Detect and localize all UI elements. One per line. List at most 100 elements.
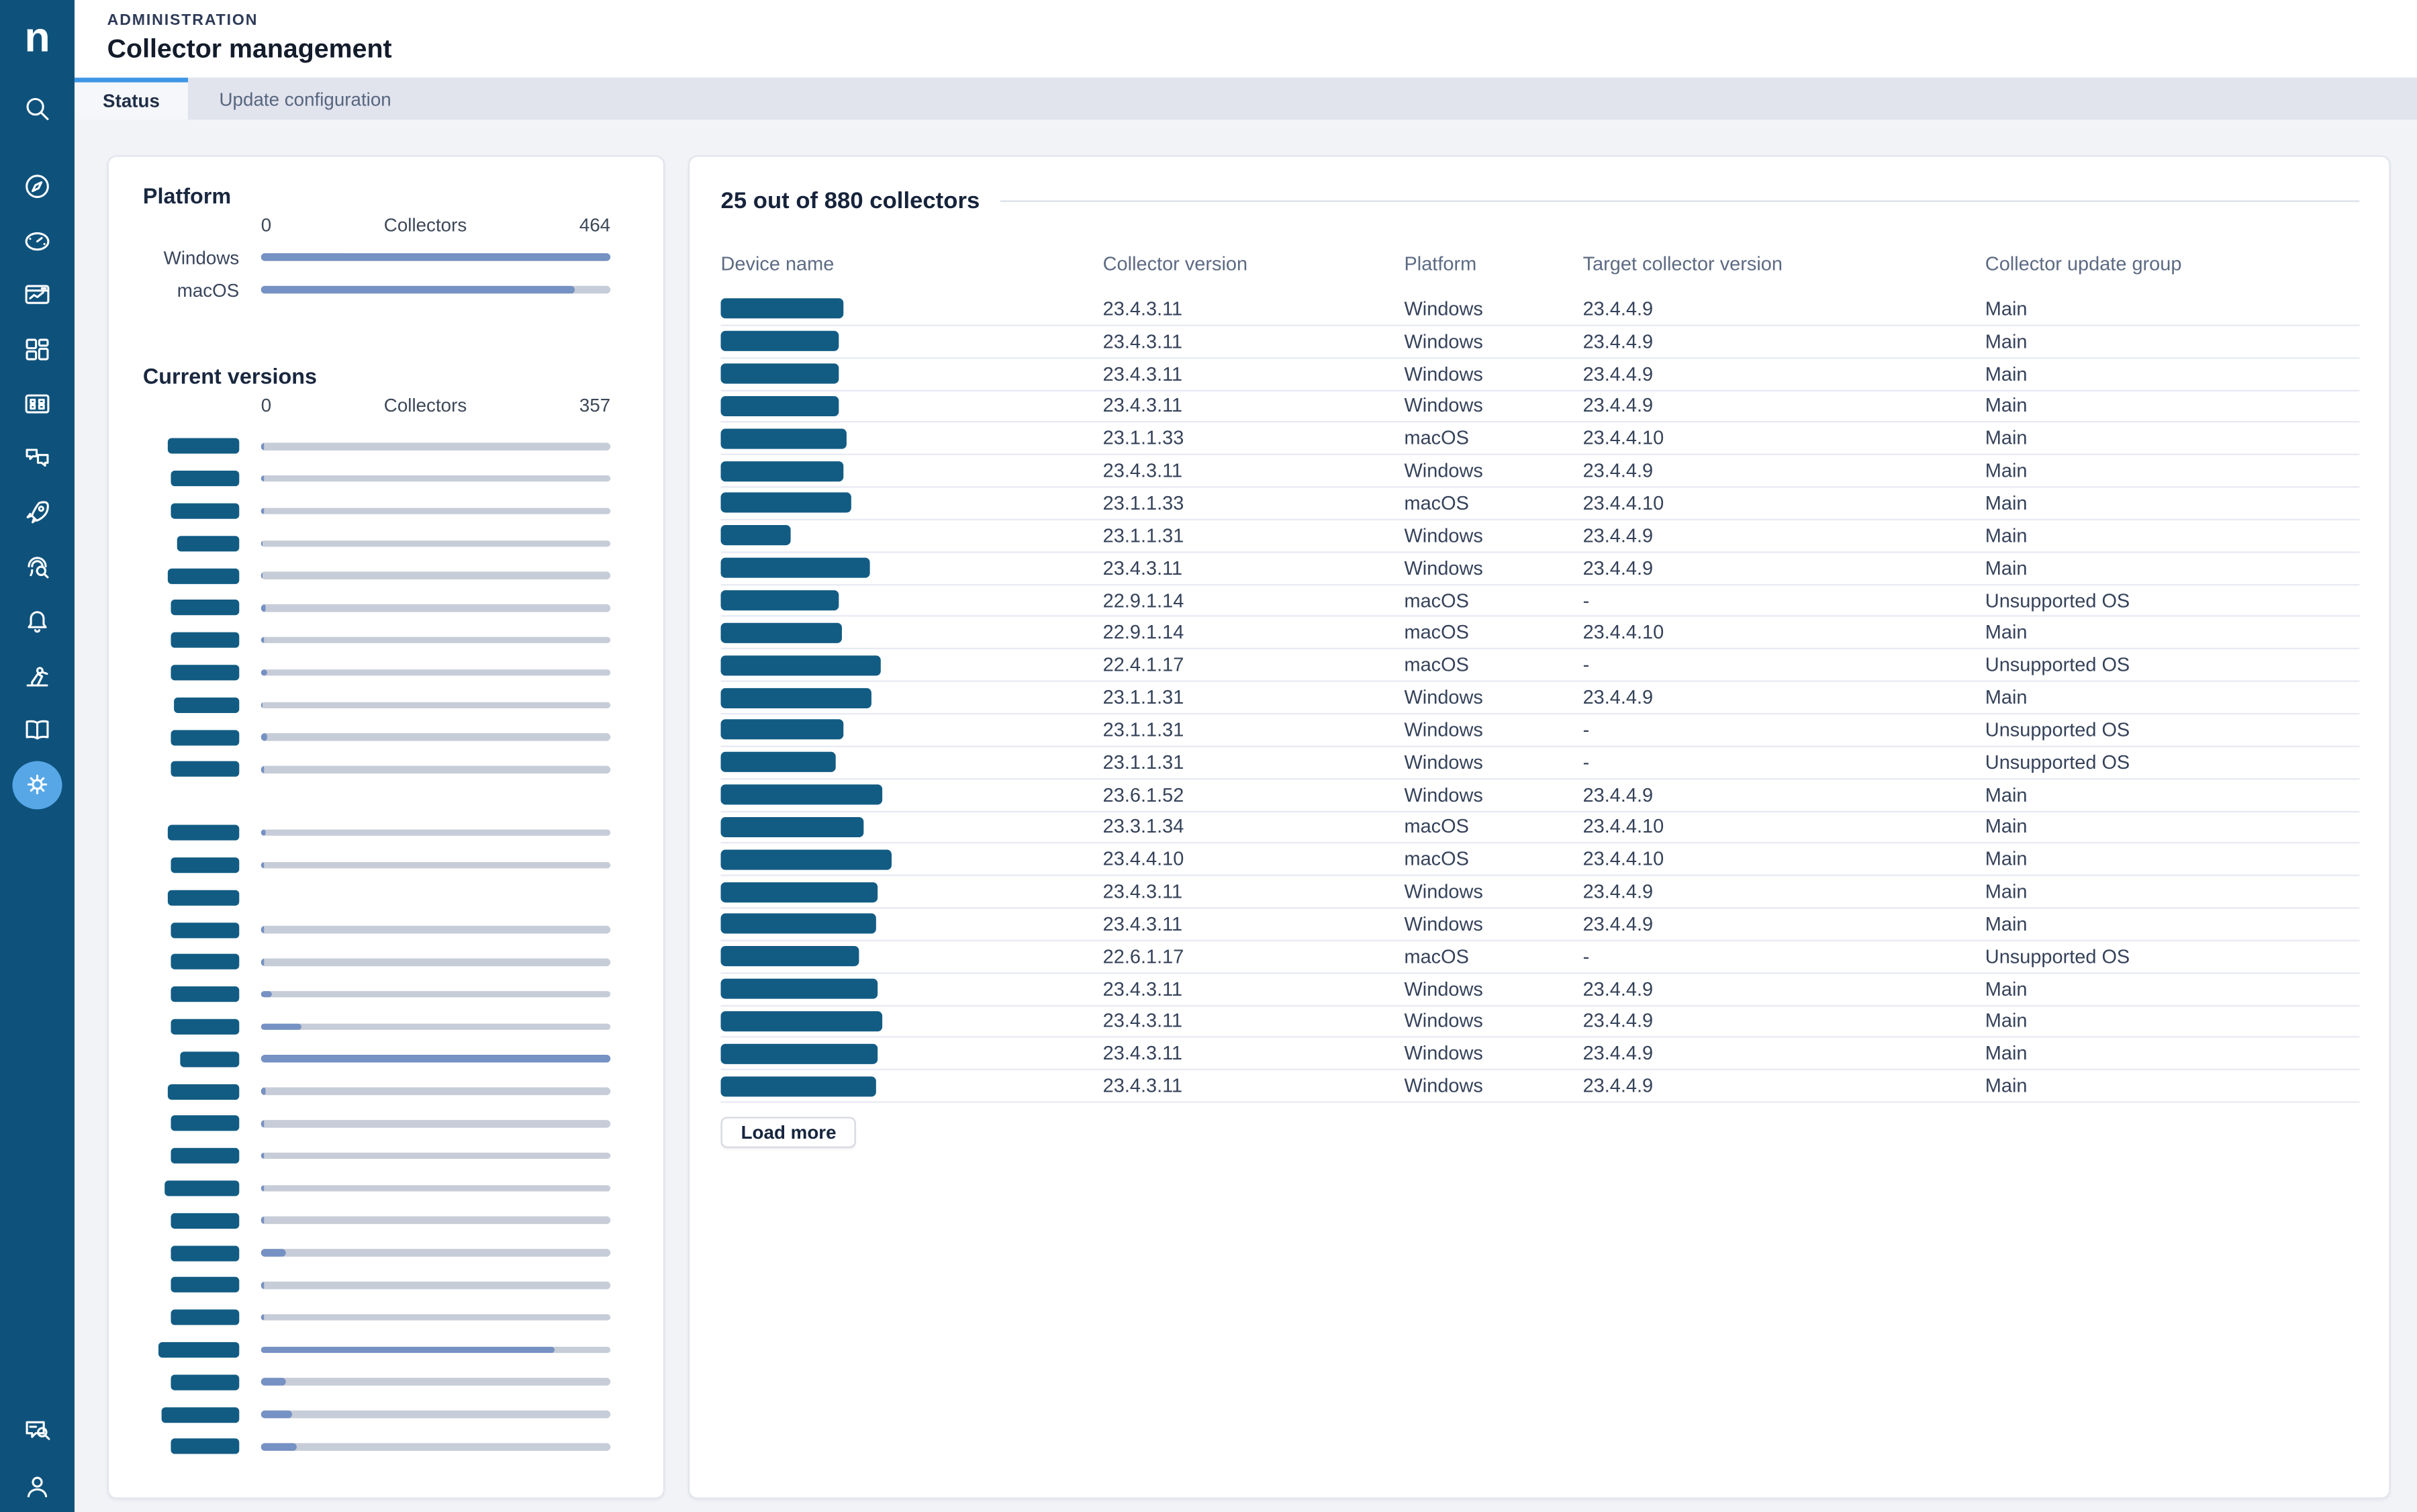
version-label-redacted <box>171 1213 239 1228</box>
summary-panel: Platform 0 Collectors 464 Windows macOS … <box>107 155 665 1499</box>
sidebar-item-account[interactable] <box>13 1470 62 1501</box>
version-bar <box>261 1378 611 1385</box>
cell-collector-version: 23.4.3.11 <box>1103 913 1405 935</box>
platform-axis-min: 0 <box>261 214 271 236</box>
cell-platform: macOS <box>1405 655 1583 676</box>
sidebar-item-settings[interactable] <box>13 769 62 800</box>
version-bar-fill <box>261 1120 264 1127</box>
device-name-redacted <box>721 331 839 351</box>
sidebar-item-catalog[interactable] <box>13 388 62 419</box>
cell-collector-version: 23.4.3.11 <box>1103 298 1405 320</box>
device-name-redacted <box>721 622 842 643</box>
cell-update-group: Main <box>1985 330 2360 352</box>
app-root: n <box>0 0 2417 1512</box>
version-bar-row <box>109 1366 663 1398</box>
load-more-button[interactable]: Load more <box>721 1117 857 1148</box>
sidebar-item-automation[interactable] <box>13 660 62 691</box>
version-bar-fill <box>261 1378 285 1385</box>
cell-platform: Windows <box>1405 978 1583 1000</box>
version-bar <box>261 1023 611 1030</box>
cell-update-group: Main <box>1985 978 2360 1000</box>
version-label-redacted <box>171 762 239 777</box>
version-bar <box>261 1088 611 1094</box>
version-label-redacted <box>171 954 239 970</box>
version-bar <box>261 636 611 643</box>
table-row: 23.3.1.34 macOS 23.4.4.10 Main <box>721 812 2360 844</box>
cell-update-group: Main <box>1985 816 2360 838</box>
version-label-redacted <box>171 857 239 873</box>
chat-bubbles-icon <box>21 442 52 473</box>
device-name-redacted <box>721 817 864 837</box>
table-header-row: Device name Collector version Platform T… <box>721 248 2360 279</box>
cell-platform: Windows <box>1405 687 1583 708</box>
version-bar-row <box>109 689 663 721</box>
table-row: 23.1.1.31 Windows 23.4.4.9 Main <box>721 682 2360 714</box>
brand-logo[interactable]: n <box>0 0 75 75</box>
version-bar-fill <box>261 475 264 482</box>
cell-update-group: Main <box>1985 687 2360 708</box>
sidebar-icon-stack <box>13 93 62 800</box>
sidebar-item-workspace[interactable] <box>13 334 62 365</box>
sidebar-item-explore[interactable] <box>13 171 62 201</box>
table-row: 23.4.3.11 Windows 23.4.4.9 Main <box>721 391 2360 423</box>
version-label-redacted <box>168 825 239 841</box>
sidebar-item-monitoring[interactable] <box>13 279 62 310</box>
cell-platform: Windows <box>1405 881 1583 902</box>
sidebar-item-docs[interactable] <box>13 714 62 745</box>
version-bar-fill <box>261 540 263 547</box>
cell-platform: Windows <box>1405 719 1583 741</box>
cell-platform: macOS <box>1405 589 1583 611</box>
version-label-redacted <box>171 1278 239 1293</box>
cell-update-group: Unsupported OS <box>1985 751 2360 773</box>
version-label-redacted <box>158 1342 239 1358</box>
version-bar-row <box>109 946 663 978</box>
table-row: 23.4.3.11 Windows 23.4.4.9 Main <box>721 876 2360 908</box>
main-area: ADMINISTRATION Collector management Stat… <box>75 0 2417 1512</box>
version-bar-fill <box>261 1411 293 1417</box>
sidebar-item-forensics[interactable] <box>13 551 62 582</box>
tab-status[interactable]: Status <box>75 78 188 120</box>
cell-collector-version: 23.4.4.10 <box>1103 849 1405 870</box>
sidebar-item-launch[interactable] <box>13 497 62 528</box>
device-name-redacted <box>721 849 892 869</box>
version-label-redacted <box>180 1051 239 1067</box>
version-bar <box>261 1282 611 1288</box>
cell-platform: macOS <box>1405 428 1583 449</box>
sidebar-bottom-stack <box>13 1415 62 1512</box>
version-bar-row <box>109 882 663 914</box>
sidebar-item-alerts[interactable] <box>13 606 62 636</box>
cell-platform: macOS <box>1405 946 1583 967</box>
cell-update-group: Unsupported OS <box>1985 719 2360 741</box>
cell-update-group: Main <box>1985 525 2360 547</box>
device-name-redacted <box>721 558 870 578</box>
sidebar-item-conversations[interactable] <box>13 442 62 473</box>
cell-update-group: Main <box>1985 460 2360 481</box>
sidebar-item-dashboard[interactable] <box>13 225 62 256</box>
version-bar-row <box>109 721 663 753</box>
version-bar-row <box>109 1269 663 1301</box>
sidebar-item-support-chat[interactable] <box>13 1415 62 1446</box>
tab-update-configuration[interactable]: Update configuration <box>188 78 422 120</box>
version-label-redacted <box>171 504 239 519</box>
version-bar <box>261 669 611 676</box>
version-bar <box>261 927 611 933</box>
table-row: 23.4.3.11 Windows 23.4.4.9 Main <box>721 909 2360 941</box>
cell-target-version: 23.4.4.10 <box>1583 492 1985 514</box>
version-label-redacted <box>171 600 239 616</box>
platform-bar-fill <box>261 286 575 294</box>
device-name-redacted <box>721 979 878 999</box>
column-collector-version: Collector version <box>1103 253 1405 275</box>
cell-platform: Windows <box>1405 1043 1583 1064</box>
version-bar-fill <box>261 1217 264 1224</box>
cell-target-version: 23.4.4.9 <box>1583 557 1985 579</box>
cell-target-version: 23.4.4.9 <box>1583 1043 1985 1064</box>
device-name-redacted <box>721 882 878 902</box>
cell-collector-version: 23.1.1.31 <box>1103 687 1405 708</box>
version-label-redacted <box>171 471 239 486</box>
sidebar-item-search[interactable] <box>13 93 62 124</box>
version-bar <box>261 1152 611 1159</box>
cell-target-version: 23.4.4.9 <box>1583 881 1985 902</box>
cell-collector-version: 23.4.3.11 <box>1103 460 1405 481</box>
cell-platform: Windows <box>1405 363 1583 384</box>
version-bar-fill <box>261 1023 301 1030</box>
